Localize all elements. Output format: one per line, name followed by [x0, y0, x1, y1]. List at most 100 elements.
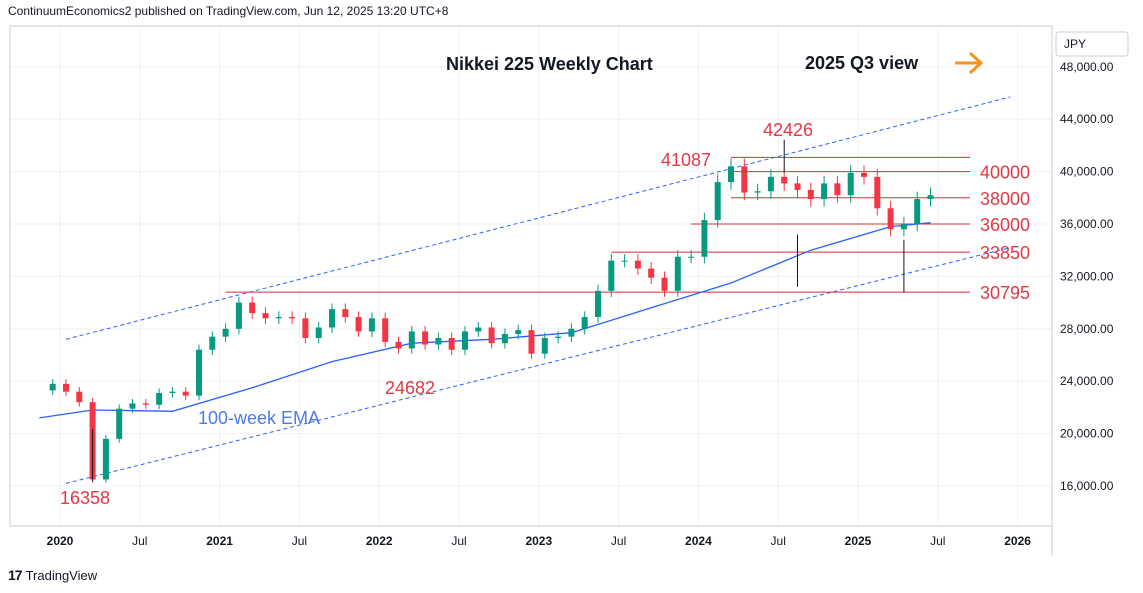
x-tick-label: Jul: [132, 534, 147, 548]
candle-body: [129, 403, 136, 409]
level-label-38000: 38000: [980, 189, 1030, 209]
point-label-16358: 16358: [60, 488, 110, 508]
candle-body: [116, 408, 123, 439]
candle-body: [488, 327, 495, 344]
candle-body: [767, 176, 774, 192]
y-tick-label: 44,000.00: [1060, 112, 1114, 126]
candle-body: [634, 260, 641, 269]
candle-body: [462, 331, 468, 350]
channel-upper-line: [65, 96, 1011, 340]
ema-label: 100-week EMA: [198, 408, 320, 428]
candle-body: [794, 183, 801, 190]
x-tick-label: 2022: [366, 534, 393, 548]
chart-annotations: 16358 24682 42426 41087 Nikkei 225 Weekly Ch…: [60, 51, 984, 508]
candle-body: [142, 403, 149, 405]
level-label-33850: 33850: [980, 243, 1030, 263]
candle-body: [475, 327, 482, 332]
candle-body: [821, 183, 828, 200]
candle-body: [515, 330, 522, 335]
candle-body: [249, 302, 256, 314]
candle-body: [621, 260, 628, 262]
candle-body: [661, 277, 668, 291]
point-label-24682: 24682: [385, 378, 435, 398]
candle-body: [927, 195, 934, 200]
x-tick-label: 2021: [206, 534, 233, 548]
candle-body: [528, 330, 535, 354]
candle-body: [900, 224, 907, 230]
right-arrow-icon: [955, 51, 984, 75]
candle-body: [914, 199, 921, 224]
x-tick-label: Jul: [451, 534, 466, 548]
candle-body: [382, 318, 389, 342]
horizontal-levels: 40000 38000 36000 33850 30795: [225, 156, 1030, 303]
x-tick-label: Jul: [292, 534, 307, 548]
candle-body: [714, 182, 721, 221]
candle-body: [847, 172, 854, 196]
candle-body: [834, 183, 841, 196]
candle-body: [63, 383, 69, 392]
candle-body: [741, 166, 748, 193]
candle-body: [76, 391, 83, 403]
candle-body: [581, 317, 588, 329]
x-tick-label: 2026: [1004, 534, 1031, 548]
candle-body: [368, 318, 375, 332]
tradingview-brand: TradingView: [25, 567, 98, 583]
candle-body: [595, 290, 601, 318]
candle-body: [49, 383, 56, 391]
x-tick-label: Jul: [930, 534, 945, 548]
point-label-42426: 42426: [763, 120, 813, 140]
candle-body: [182, 391, 189, 396]
candle-body: [102, 438, 109, 480]
chart-subtitle: 2025 Q3 view: [805, 53, 919, 73]
candle-body: [861, 172, 867, 177]
chart-title: Nikkei 225 Weekly Chart: [446, 54, 653, 74]
candle-body: [728, 166, 734, 183]
candle-body: [169, 391, 176, 393]
x-tick-label: 2023: [525, 534, 552, 548]
candle-body: [688, 256, 695, 258]
candle-body: [275, 317, 282, 319]
candle-body: [448, 337, 455, 350]
ema-line-group: 100-week EMA: [39, 222, 931, 428]
x-tick-label: 2024: [685, 534, 712, 548]
arrow-head: [968, 51, 984, 75]
candle-body: [262, 313, 269, 319]
tradingview-footer[interactable]: 17 TradingView: [8, 567, 97, 583]
y-tick-label: 28,000.00: [1060, 322, 1114, 336]
y-tick-label: 32,000.00: [1060, 269, 1114, 283]
y-tick-label: 36,000.00: [1060, 217, 1114, 231]
currency-label: JPY: [1064, 37, 1086, 51]
level-label-30795: 30795: [980, 283, 1030, 303]
candle-body: [315, 327, 322, 338]
y-tick-label: 48,000.00: [1060, 60, 1114, 74]
x-tick-label: Jul: [611, 534, 626, 548]
trend-channel: [65, 96, 1011, 484]
axes: 16,000.00 20,000.00 24,000.00 28,000.00 32,0…: [9, 25, 1129, 556]
candle-body: [342, 309, 349, 318]
candle-body: [555, 336, 562, 338]
y-tick-label: 16,000.00: [1060, 479, 1114, 493]
y-tick-label: 20,000.00: [1060, 427, 1114, 441]
channel-lower-line: [65, 247, 1011, 484]
level-label-40000: 40000: [980, 163, 1030, 183]
candle-body: [435, 337, 442, 345]
candle-body: [302, 318, 309, 338]
candle-body: [501, 334, 508, 344]
level-label-36000: 36000: [980, 215, 1030, 235]
candles: [49, 139, 934, 483]
candle-body: [156, 392, 163, 405]
currency-box: [1055, 31, 1129, 57]
candle-body: [355, 317, 362, 332]
candle-body: [648, 268, 655, 278]
x-tick-label: 2020: [47, 534, 74, 548]
candle-body: [422, 331, 429, 345]
candle-body: [235, 302, 242, 329]
candle-body: [887, 208, 894, 230]
candle-body: [781, 176, 788, 184]
candle-body: [222, 328, 229, 337]
candle-body: [408, 331, 415, 349]
candle-body: [541, 337, 548, 354]
candle-body: [329, 309, 335, 328]
candle-body: [395, 341, 402, 349]
